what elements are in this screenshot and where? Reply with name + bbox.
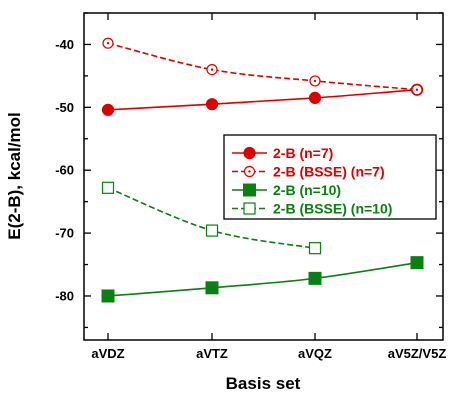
data-point (308, 271, 322, 285)
y-tick-label: -40 (55, 37, 74, 52)
legend: 2-B (n=7) 2-B (BSSE) (n=7) 2-B (n=10) 2-B (… (223, 134, 437, 220)
data-point (101, 289, 115, 303)
x-axis-title: Basis set (226, 374, 301, 393)
x-tick-label: aVTZ (196, 346, 228, 361)
x-tick-label: aVQZ (298, 346, 332, 361)
legend-box (223, 134, 437, 220)
data-point-center (210, 68, 214, 71)
data-point-center (313, 79, 317, 83)
legend-label: 2-B (BSSE) (n=7) (273, 164, 385, 180)
data-point (308, 242, 322, 255)
series-line (107, 261, 418, 297)
series-layer (101, 37, 424, 303)
data-point (101, 181, 115, 194)
data-point (205, 98, 219, 111)
x-tick-label: aVDZ (91, 346, 124, 361)
data-point (205, 224, 219, 237)
y-tick-label: -80 (55, 288, 74, 303)
data-point (308, 91, 322, 104)
series-4 (101, 181, 322, 255)
y-tick-label: -60 (55, 163, 74, 178)
axis-ticks: -40 -50 -60 -70 -80 aVDZ aVTZ aVQZ aV5Z/V5Z (55, 12, 447, 361)
x-tick-label: aV5Z/V5Z (388, 346, 447, 361)
data-point (101, 103, 115, 116)
data-point (205, 281, 219, 295)
legend-marker-center (248, 170, 251, 173)
legend-label: 2-B (BSSE) (n=10) (273, 201, 392, 217)
legend-marker (243, 202, 256, 215)
y-axis-title: E(2-B), kcal/mol (5, 112, 24, 240)
y-tick-label: -70 (55, 226, 74, 241)
legend-marker (243, 146, 256, 160)
series-line (107, 88, 418, 111)
legend-label: 2-B (n=7) (273, 145, 333, 161)
y-tick-label: -50 (55, 100, 74, 115)
legend-marker (243, 183, 256, 197)
series-2 (102, 37, 423, 96)
series-line (107, 42, 418, 91)
data-point-center (106, 41, 110, 45)
series-1 (101, 83, 424, 116)
data-point-center (415, 88, 419, 91)
plot-frame (83, 12, 444, 341)
legend-label: 2-B (n=10) (273, 182, 341, 198)
legend-items: 2-B (n=7) 2-B (BSSE) (n=7) 2-B (n=10) 2-B (… (232, 145, 392, 217)
data-point (410, 256, 424, 270)
series-3 (101, 256, 424, 303)
